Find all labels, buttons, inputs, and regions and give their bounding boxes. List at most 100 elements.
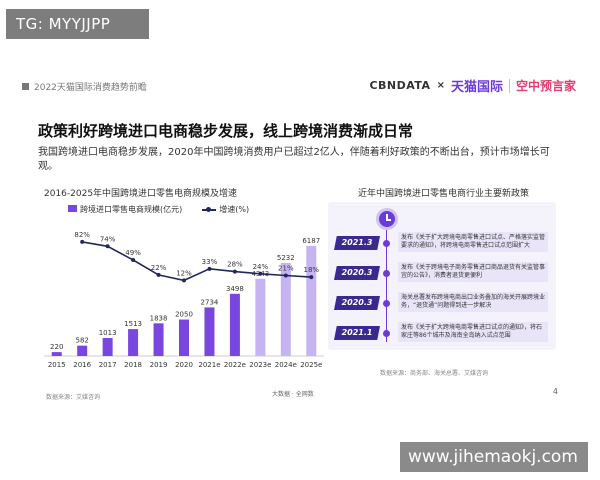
bar (77, 345, 88, 356)
left-chart-title: 2016-2025年中国跨境进口零售电商规模及增速 (44, 189, 238, 199)
timeline-item: 2021.1 发布《关于扩大跨境电商零售进口试点的通知》，将石家庄等86个城市及… (328, 322, 556, 348)
growth-rate-point (309, 275, 314, 280)
bar-value-label: 2734 (201, 298, 219, 306)
growth-rate-point (156, 272, 161, 277)
growth-rate-label: 12% (176, 269, 192, 277)
legend-bar-entry: 跨境进口零售电商规模(亿元) (68, 204, 182, 215)
x-tick-label: 2025e (300, 361, 322, 369)
bar (229, 293, 240, 356)
timeline-date: 2021.3 (334, 236, 380, 250)
timeline-dot (383, 240, 390, 247)
legend-line-swatch (202, 206, 217, 212)
left-chart: 2016-2025年中国跨境进口零售电商规模及增速 跨境进口零售电商规模(亿元)… (40, 186, 330, 376)
x-tick-label: 2024e (275, 361, 297, 369)
timeline-line (386, 230, 387, 342)
growth-rate-label: 21% (278, 264, 294, 272)
legend-line-label: 增速(%) (219, 205, 250, 214)
timeline-text: 发布《关于跨境电子商务零售进口商品退货有关监管事宜的公告》，消费者退货更便利 (398, 262, 548, 282)
header-left-text: 2022天猫国际消费趋势前瞻 (34, 83, 147, 93)
footer-text: 大数据 · 全网数 (272, 391, 314, 398)
chart-legend: 跨境进口零售电商规模(亿元) 增速(%) (68, 204, 249, 215)
bar-value-label: 6187 (302, 237, 320, 245)
bar-value-label: 1838 (150, 314, 168, 322)
bar-value-label: 582 (75, 337, 88, 345)
slide-title: 政策利好跨境进口电商稳步发展，线上跨境消费渐成日常 (38, 122, 414, 140)
x-tick-label: 2018 (124, 361, 142, 369)
bar (128, 329, 139, 356)
timeline-item: 2020.3 发布《关于跨境电子商务零售进口商品退货有关监管事宜的公告》，消费者… (328, 262, 556, 288)
growth-rate-point (80, 239, 85, 244)
x-tick-label: 2019 (150, 361, 168, 369)
logo-cross: × (436, 80, 445, 91)
x-tick-label: 2022e (224, 361, 246, 369)
bar (306, 246, 317, 356)
x-tick-label: 2023e (249, 361, 271, 369)
timeline-dot (383, 270, 390, 277)
bar-value-label: 5232 (277, 254, 295, 262)
slide-subtitle: 我国跨境进口电商稳步发展，2020年中国跨境消费用户已超过2亿人，伴随着利好政策… (38, 147, 550, 172)
page-number: 4 (552, 387, 558, 396)
timeline-text: 发布《关于扩大跨境电商零售进口试点、严格落实监管要求的通知》，将跨境电商零售进口… (398, 232, 548, 252)
x-tick-label: 2021e (198, 361, 220, 369)
growth-rate-point (131, 258, 136, 263)
legend-bar-label: 跨境进口零售电商规模(亿元) (80, 205, 183, 214)
bar (102, 337, 113, 356)
growth-rate-label: 24% (253, 263, 269, 271)
bullet-square-icon (22, 83, 29, 90)
x-tick-label: 2015 (48, 361, 66, 369)
bar-value-label: 1013 (99, 329, 117, 337)
tmall-global-logo: 天猫国际 (450, 80, 503, 95)
kongzhong-logo: 空中预言家 (515, 79, 576, 93)
x-tick-label: 2020 (175, 361, 193, 369)
timeline-text: 发布《关于扩大跨境电商零售进口试点的通知》，将石家庄等86个城市及海南全岛纳入试… (398, 322, 548, 342)
bar (153, 323, 164, 356)
growth-rate-point (182, 278, 186, 283)
growth-rate-label: 18% (303, 266, 319, 274)
timeline-date: 2020.3 (334, 296, 380, 310)
legend-line-entry: 增速(%) (202, 204, 249, 215)
policy-panel-title: 近年中国跨境进口零售电商行业主要新政策 (358, 189, 530, 199)
timeline-date: 2020.3 (334, 266, 380, 280)
growth-rate-label: 49% (125, 249, 141, 257)
growth-rate-label: 22% (151, 264, 167, 272)
right-source: 数据来源：商务部、海关总署、艾媒咨询 (380, 370, 489, 377)
bar (51, 352, 62, 356)
clock-icon (376, 208, 398, 230)
growth-rate-point (105, 244, 110, 249)
growth-rate-label: 28% (227, 261, 243, 269)
bar (179, 319, 189, 356)
legend-bar-swatch (68, 205, 77, 212)
growth-rate-point (283, 273, 288, 278)
growth-rate-label: 82% (74, 231, 90, 239)
growth-rate-point (207, 266, 212, 271)
cbndata-logo: CBNDATA (369, 79, 431, 92)
growth-rate-label: 33% (202, 258, 218, 266)
timeline-dot (383, 330, 390, 337)
timeline-dot (383, 300, 390, 307)
timeline-card: 2021.3 发布《关于扩大跨境电商零售进口试点、严格落实监管要求的通知》，将跨… (328, 202, 556, 350)
timeline-text: 海关总署发布跨境电商出口业务叠加的海关开展跨境业务，“退货通”问题得到进一步解决 (398, 292, 548, 312)
bar (255, 278, 266, 356)
x-tick-label: 2016 (73, 361, 91, 369)
bar-value-label: 2050 (175, 311, 193, 319)
left-source: 数据来源：艾媒咨询 (46, 394, 101, 401)
growth-rate-point (258, 271, 263, 276)
bar (204, 307, 215, 356)
logo-divider (508, 78, 510, 93)
chart-plot: 220 2015 582 2016 1013 2017 1513 2018 1838 2019 20… (44, 231, 324, 369)
slide: 2022天猫国际消费趋势前瞻 CBNDATA × 天猫国际 空中预言家 政策利好… (10, 64, 590, 408)
timeline-item: 2021.3 发布《关于扩大跨境电商零售进口试点、严格落实监管要求的通知》，将跨… (328, 232, 556, 258)
bar-value-label: 3498 (226, 285, 244, 293)
header-logos: CBNDATA × 天猫国际 空中预言家 (369, 76, 576, 95)
x-tick-label: 2017 (99, 361, 117, 369)
timeline-date: 2021.1 (334, 326, 380, 340)
growth-rate-line (82, 241, 312, 282)
timeline-item: 2020.3 海关总署发布跨境电商出口业务叠加的海关开展跨境业务，“退货通”问题… (328, 292, 556, 318)
tg-tag: TG: MYYJJPP (6, 9, 149, 39)
bar-value-label: 1513 (124, 320, 142, 328)
bar-value-label: 220 (50, 343, 63, 351)
growth-rate-label: 74% (100, 235, 116, 243)
header-left: 2022天猫国际消费趋势前瞻 (22, 80, 147, 93)
bar (280, 262, 291, 356)
site-watermark: www.jihemaokj.com (400, 442, 588, 472)
